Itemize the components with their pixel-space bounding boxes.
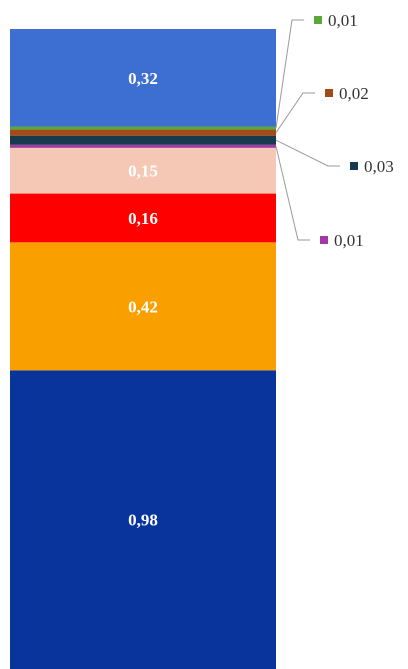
bar-segment-7 [10, 126, 276, 130]
callout-leader-4 [275, 146, 310, 241]
callout-leaders [275, 19, 340, 241]
data-labels: 0,98 0,42 0,16 0,15 0,01 0,03 0,02 0,01 0,32 [128, 11, 394, 530]
data-label-4: 0,01 [334, 231, 364, 250]
data-label-5: 0,03 [364, 157, 394, 176]
callout-leader-5 [275, 139, 340, 167]
callout-key-7 [314, 16, 322, 24]
bar-segment-4 [10, 144, 276, 148]
bar-segment-5 [10, 135, 276, 145]
callout-key-4 [320, 236, 328, 244]
bar-segment-1 [10, 242, 276, 371]
stacked-bar [10, 29, 276, 669]
data-label-8: 0,32 [128, 69, 158, 88]
data-label-7: 0,01 [328, 11, 358, 30]
callout-leader-7 [275, 19, 304, 129]
bar-segment-8 [10, 29, 276, 127]
callout-key-5 [350, 162, 358, 170]
data-label-1: 0,42 [128, 297, 158, 316]
data-label-3: 0,15 [128, 162, 158, 181]
callout-key-6 [325, 89, 333, 97]
data-label-2: 0,16 [128, 209, 158, 228]
data-label-0: 0,98 [128, 511, 158, 530]
callout-leader-6 [275, 92, 315, 133]
bar-segment-0 [10, 370, 276, 669]
bar-segment-6 [10, 129, 276, 136]
data-label-6: 0,02 [339, 84, 369, 103]
bar-segment-3 [10, 147, 276, 194]
bar-segment-2 [10, 193, 276, 243]
